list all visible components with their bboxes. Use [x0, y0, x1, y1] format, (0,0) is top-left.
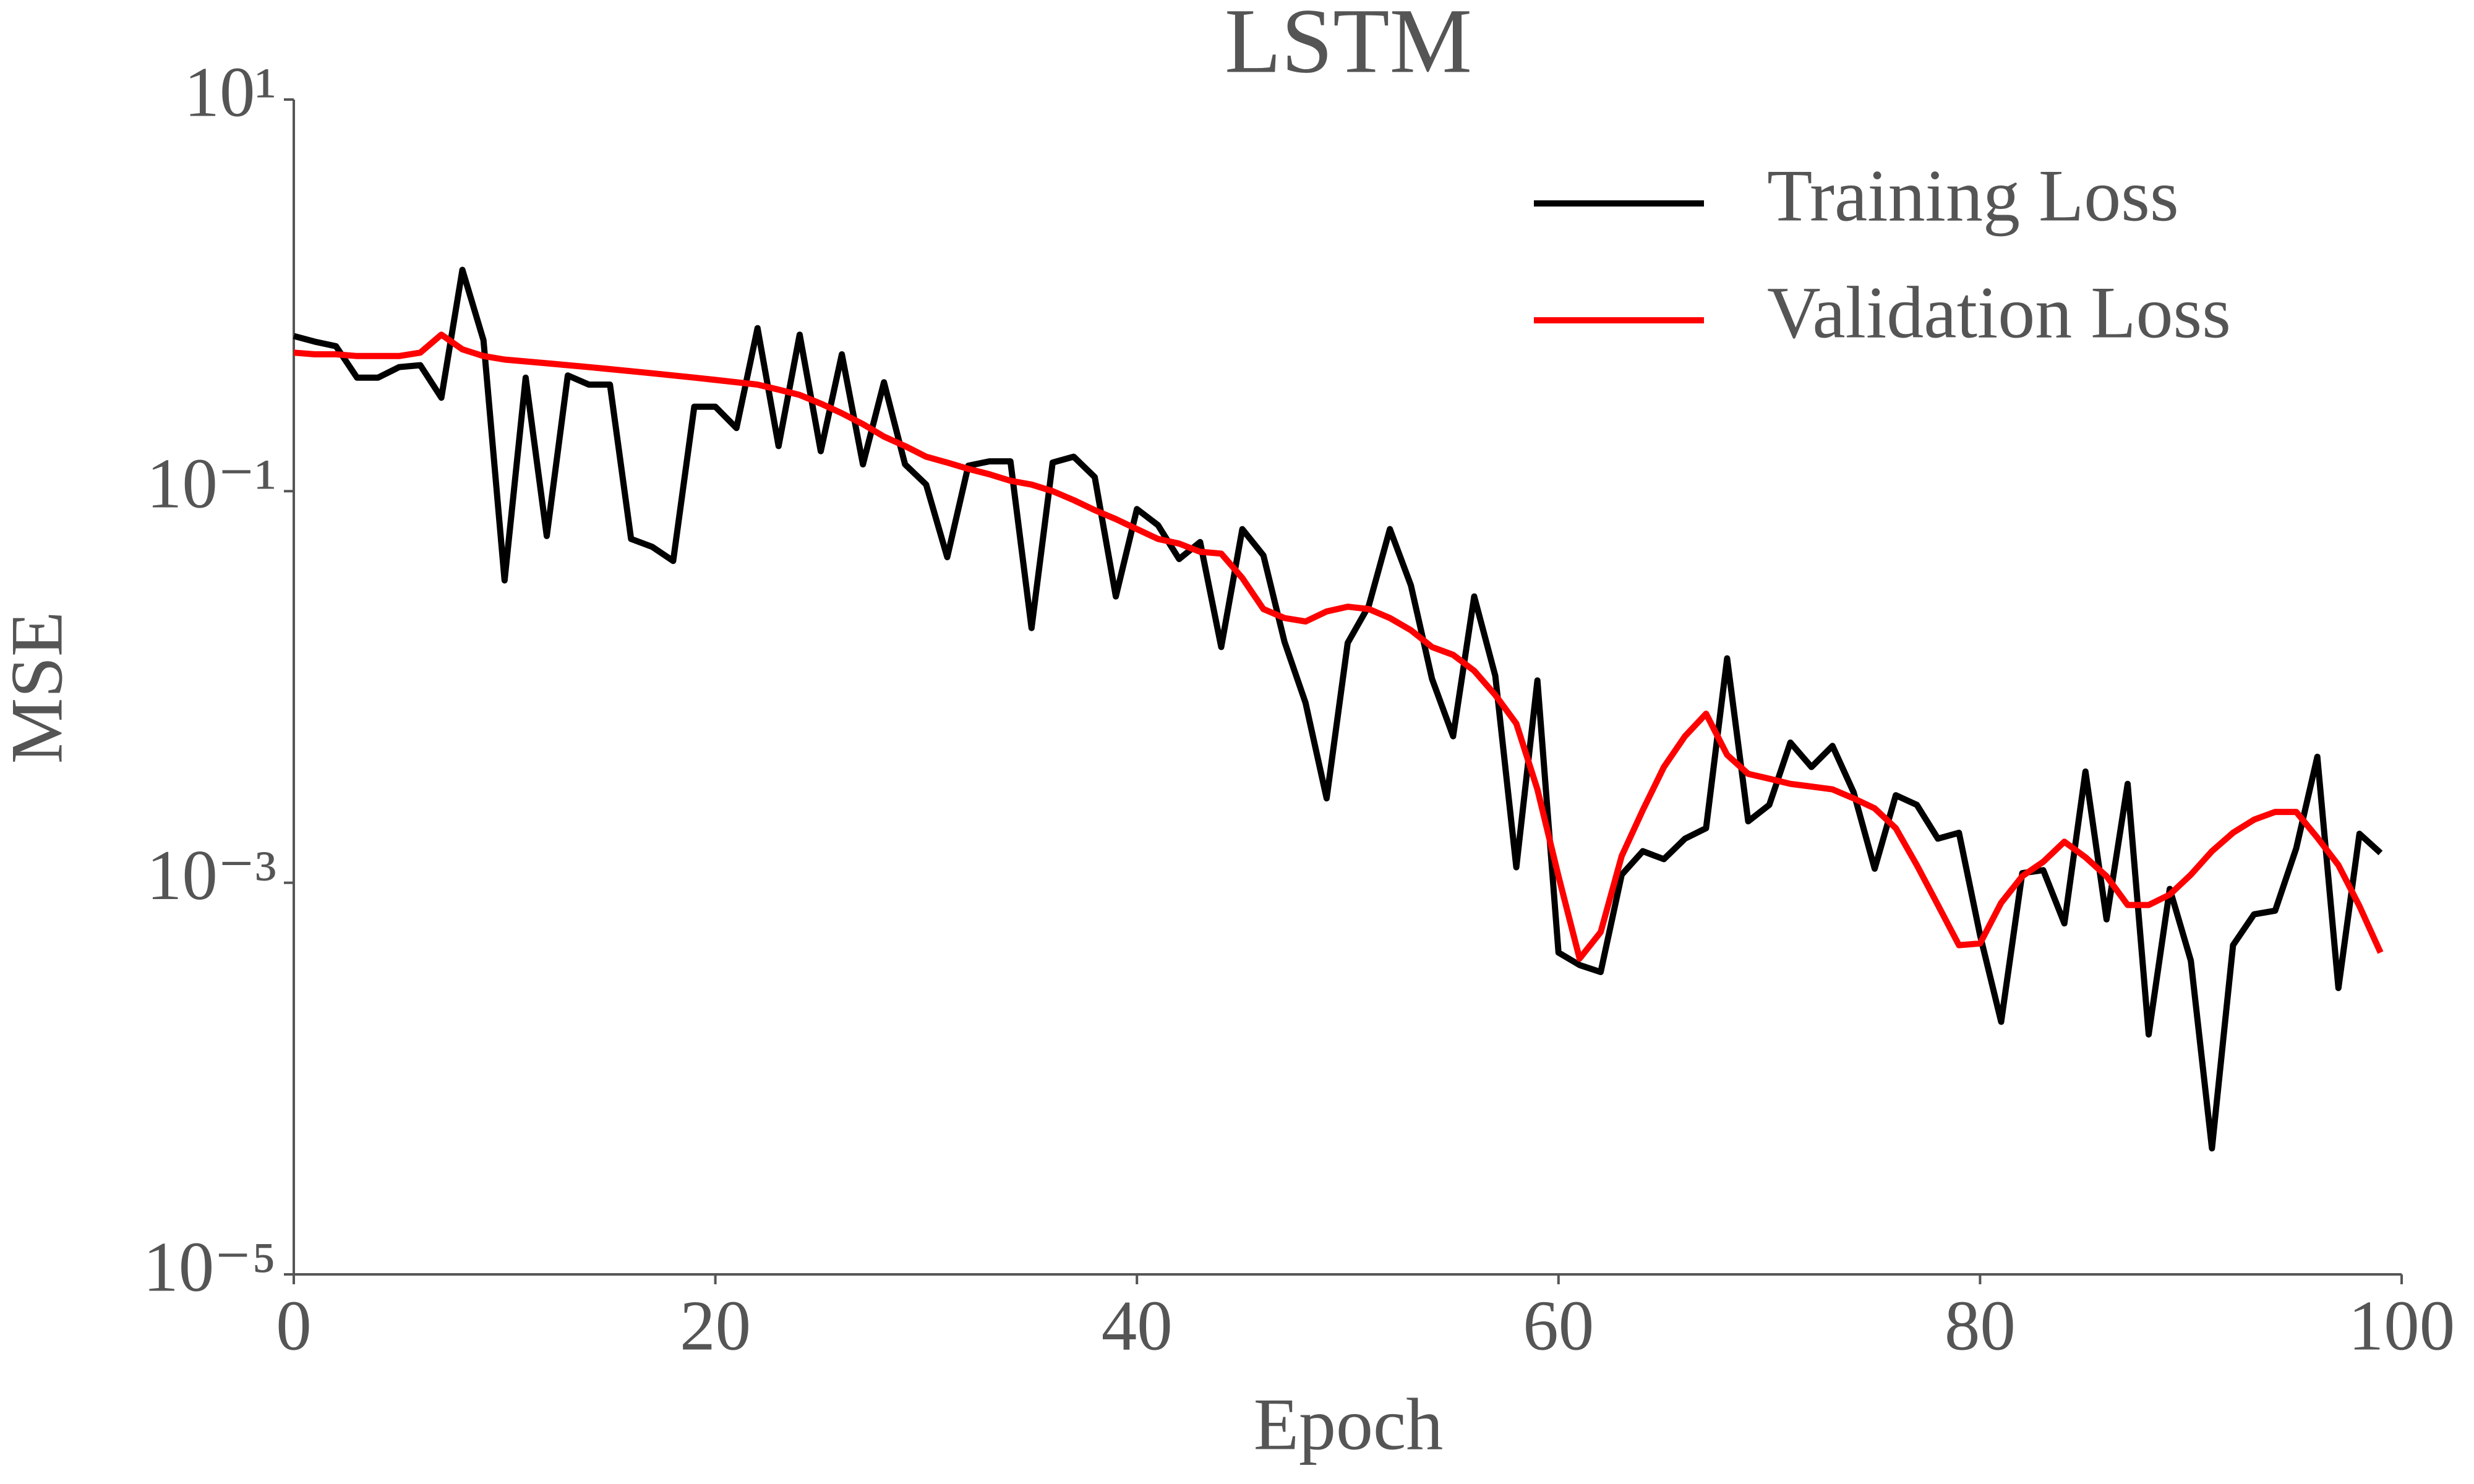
y-tick-label: 10⁻¹ [147, 445, 276, 523]
x-tick-label: 80 [1945, 1286, 2016, 1365]
x-tick-label: 100 [2348, 1286, 2455, 1365]
y-tick-label: 10¹ [184, 53, 276, 131]
loss-line [293, 267, 2383, 1152]
legend-label: Training Loss [1767, 155, 2179, 237]
x-tick-label: 20 [680, 1286, 751, 1365]
y-axis-label: MSE [0, 612, 78, 764]
x-tick-label: 40 [1102, 1286, 1173, 1365]
loss-line [293, 331, 2384, 962]
y-tick-label: 10⁻³ [147, 836, 276, 915]
y-tick-label: 10⁻⁵ [143, 1227, 276, 1306]
chart-title: LSTM [1225, 0, 1472, 92]
legend-label: Validation Loss [1767, 271, 2231, 354]
x-tick-label: 0 [276, 1286, 312, 1365]
x-tick-label: 60 [1523, 1286, 1594, 1365]
x-axis-label: Epoch [1254, 1383, 1444, 1465]
